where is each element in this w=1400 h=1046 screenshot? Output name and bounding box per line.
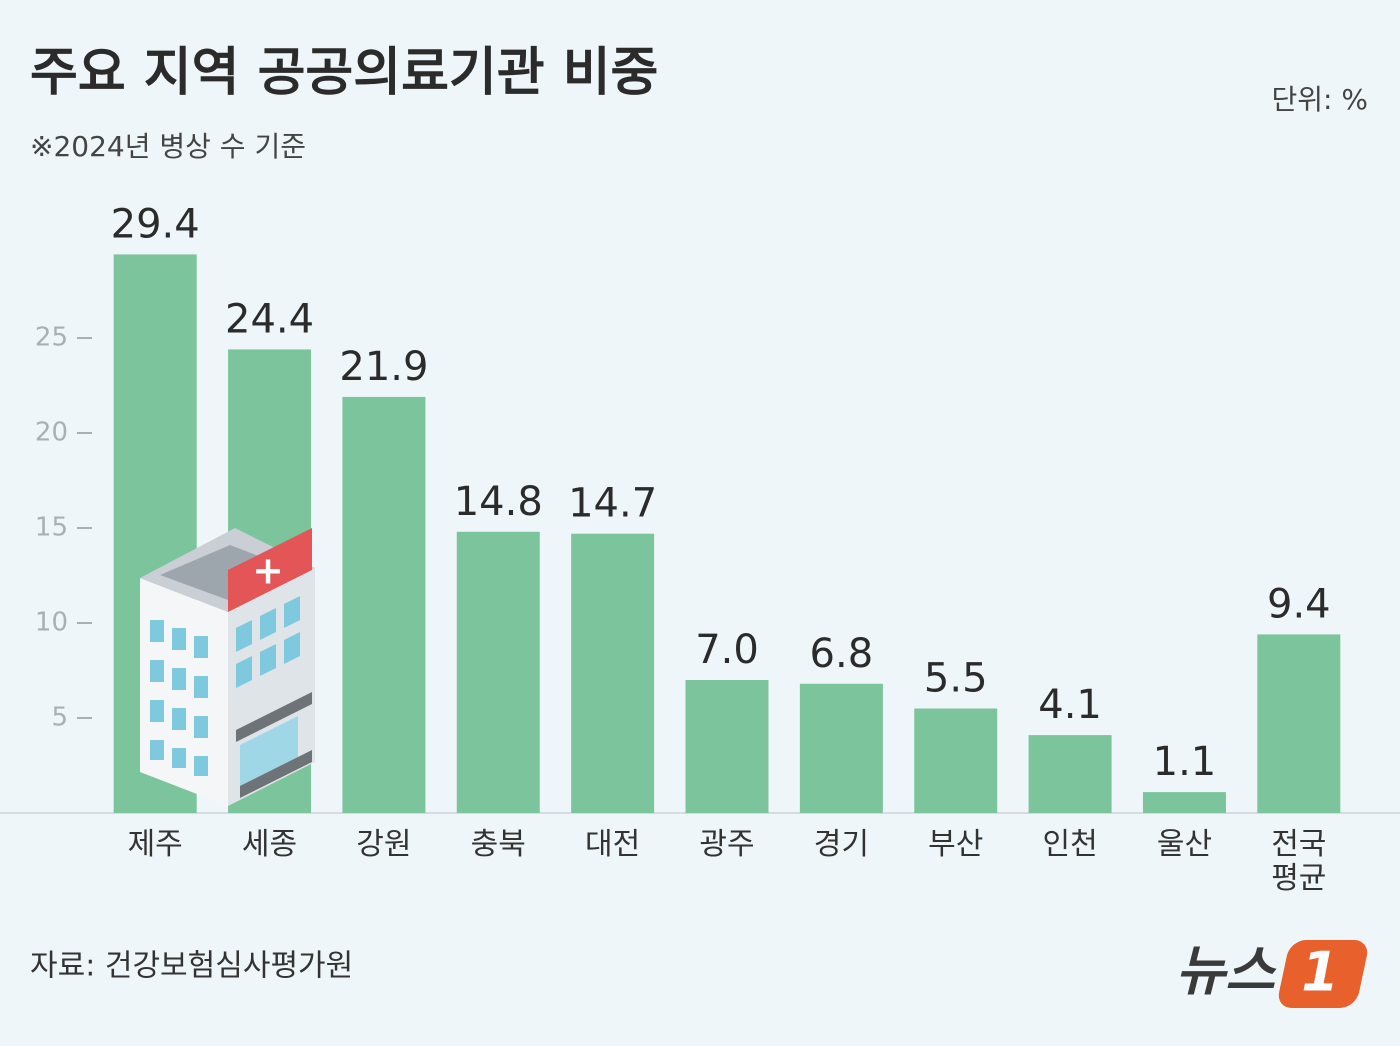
x-tick-label: 충북 (470, 827, 526, 862)
chart-subtitle: ※2024년 병상 수 기준 (30, 130, 306, 163)
value-label: 29.4 (111, 201, 200, 247)
x-tick-label: 대전 (585, 827, 641, 862)
unit-label: 단위: % (1272, 83, 1368, 116)
logo-text: 뉴스 (1176, 940, 1278, 1003)
hospital-illustration: + (140, 528, 315, 806)
bar (1028, 735, 1112, 813)
value-label: 5.5 (924, 656, 988, 702)
x-tick-label: 경기 (813, 827, 869, 862)
bar (799, 683, 883, 813)
bar (342, 396, 426, 813)
value-label: 14.8 (454, 479, 543, 525)
bar (571, 533, 655, 813)
value-label: 14.7 (568, 481, 657, 527)
logo-badge (1278, 940, 1368, 1008)
value-label: 4.1 (1038, 682, 1102, 728)
x-tick-label: 울산 (1156, 827, 1213, 862)
x-tick-label: 전국 평균 (1271, 827, 1327, 896)
value-label: 7.0 (695, 627, 759, 673)
x-tick-label: 세종 (241, 827, 298, 862)
value-label: 21.9 (339, 344, 428, 390)
y-tick-label: 25 (35, 323, 68, 353)
logo-badge-text: 1 (1301, 941, 1339, 1004)
value-label: 6.8 (810, 631, 874, 677)
chart-title: 주요 지역 공공의료기관 비중 (30, 43, 658, 103)
value-label: 1.1 (1153, 739, 1217, 785)
bar (1142, 792, 1226, 813)
x-tick-label: 강원 (356, 827, 412, 862)
bar (914, 708, 998, 813)
y-tick-label: 5 (51, 703, 68, 733)
value-label: 9.4 (1267, 581, 1331, 627)
bar (1257, 634, 1341, 813)
y-tick-label: 20 (35, 418, 68, 448)
source: 자료: 건강보험심사평가원 (30, 949, 353, 984)
x-tick-label: 인천 (1042, 827, 1098, 862)
bar (685, 680, 769, 813)
x-tick-label: 광주 (699, 827, 755, 862)
x-tick-label: 제주 (127, 827, 183, 862)
value-label: 24.4 (225, 296, 314, 342)
y-tick-label: 15 (35, 513, 68, 543)
bar (456, 531, 540, 813)
y-tick-label: 10 (35, 608, 68, 638)
x-tick-label: 부산 (928, 827, 984, 862)
svg-text:+: + (252, 549, 284, 593)
